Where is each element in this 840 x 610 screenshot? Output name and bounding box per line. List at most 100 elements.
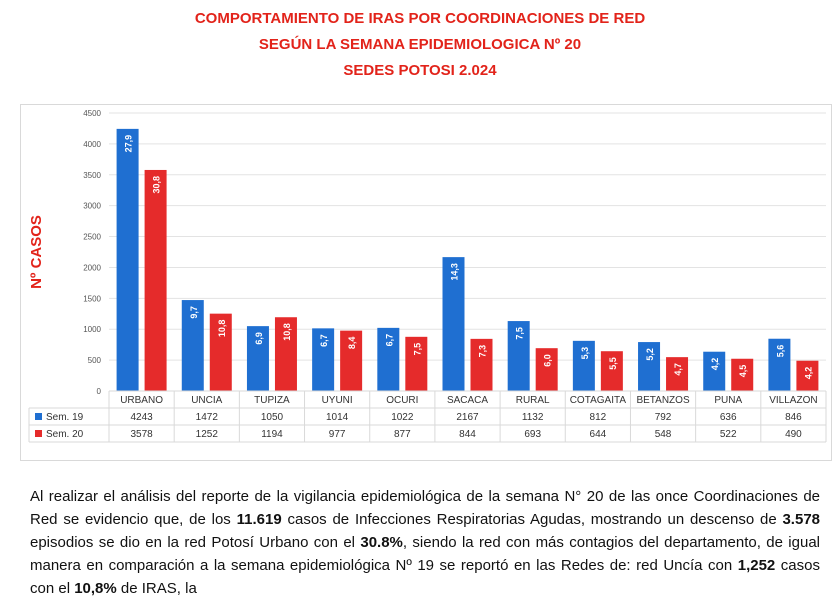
bar-sem20 <box>796 360 819 391</box>
para-text-2: casos de Infecciones Respiratorias Aguda… <box>281 511 783 528</box>
bar-sem19 <box>703 351 726 391</box>
bar-data-label: 6,7 <box>384 334 394 347</box>
x-tick-label: UYUNI <box>322 395 353 406</box>
table-cell: 977 <box>329 429 346 440</box>
bar-data-label: 4,2 <box>710 358 720 371</box>
bar-sem19 <box>507 321 530 391</box>
bar-data-label: 5,5 <box>608 357 618 370</box>
x-tick-label: VILLAZON <box>769 395 817 406</box>
legend-swatch <box>35 413 42 420</box>
y-tick-label: 4000 <box>83 140 101 149</box>
title-line-2: SEGÚN LA SEMANA EPIDEMIOLOGICA Nº 20 <box>258 36 582 53</box>
bar-sem19 <box>768 338 791 391</box>
x-tick-label: OCURI <box>386 395 418 406</box>
bar-data-label: 7,5 <box>412 343 422 356</box>
bar-sem19 <box>116 128 139 391</box>
bar-sem19 <box>442 257 465 391</box>
bar-sem19 <box>312 328 335 391</box>
x-tick-label: RURAL <box>516 395 550 406</box>
bar-data-label: 7,3 <box>478 345 488 358</box>
table-cell: 522 <box>720 429 737 440</box>
bar-sem20 <box>731 358 754 391</box>
bar-chart: 0 500 1000 1500 2000 2500 3000 3500 4000 4500 Nº C… <box>28 109 827 443</box>
table-cell: 846 <box>785 412 802 423</box>
chart-title: COMPORTAMIENTO DE IRAS POR COORDINACIONE… <box>0 6 840 84</box>
bar-sem19 <box>638 342 661 391</box>
bar-data-label: 4,7 <box>673 363 683 376</box>
table-cell: 877 <box>394 429 411 440</box>
title-line-3: SEDES POTOSI 2.024 <box>343 62 497 79</box>
bar-sem20 <box>274 317 297 391</box>
table-cell: 1022 <box>391 412 414 423</box>
para-bold-descent: 3.578 <box>782 511 821 528</box>
bar-sem20 <box>209 313 232 391</box>
bar-sem20 <box>600 351 623 391</box>
y-tick-label: 0 <box>97 387 102 396</box>
bar-data-label: 5,3 <box>580 347 590 360</box>
bar-data-label: 5,6 <box>775 345 785 358</box>
bar-data-label: 9,7 <box>189 306 199 319</box>
bar-sem20 <box>144 169 167 391</box>
analysis-paragraph: Al realizar el análisis del reporte de l… <box>30 485 820 600</box>
bar-data-label: 10,8 <box>282 323 292 341</box>
y-tick-label: 3000 <box>83 202 101 211</box>
bar-data-label: 4,2 <box>803 367 813 380</box>
bar-data-label: 7,5 <box>515 327 525 340</box>
table-cell: 644 <box>590 429 607 440</box>
para-text-3: episodios se dio en la red Potosí Urbano… <box>30 534 361 551</box>
y-tick-label: 500 <box>88 356 102 365</box>
bar-data-label: 27,9 <box>124 135 134 153</box>
table-cell: 693 <box>524 429 541 440</box>
table-cell: 548 <box>655 429 672 440</box>
table-cell: 812 <box>590 412 607 423</box>
y-tick-label: 4500 <box>83 109 101 118</box>
para-text-4: , siendo la red con más contagios del de… <box>30 534 820 574</box>
para-text-1: Al realizar el análisis del reporte de l… <box>30 488 820 528</box>
x-tick-label: SACACA <box>447 395 488 406</box>
table-cell: 1472 <box>196 412 219 423</box>
table-cell: 844 <box>459 429 476 440</box>
y-tick-label: 3500 <box>83 171 101 180</box>
table-cell: 1050 <box>261 412 284 423</box>
bar-data-label: 6,7 <box>319 334 329 347</box>
bar-sem19 <box>572 340 595 391</box>
bar-sem20 <box>535 348 558 391</box>
y-tick-label: 1000 <box>83 325 101 334</box>
bar-sem19 <box>377 327 400 391</box>
bar-sem19 <box>181 300 204 391</box>
bar-sem20 <box>666 357 689 391</box>
legend-label: Sem. 20 <box>46 429 84 440</box>
y-tick-label: 1500 <box>83 294 101 303</box>
table-cell: 1252 <box>196 429 219 440</box>
table-cell: 1194 <box>261 429 283 440</box>
x-tick-label: BETANZOS <box>636 395 689 406</box>
x-tick-label: TUPIZA <box>254 395 290 406</box>
bar-data-label: 6,0 <box>543 354 553 367</box>
table-cell: 2167 <box>456 412 479 423</box>
para-bold-total: 11.619 <box>236 511 282 528</box>
bar-sem20 <box>405 336 428 391</box>
para-text-5: casos con el <box>30 557 820 597</box>
bar-data-label: 6,9 <box>254 332 264 345</box>
table-cell: 1014 <box>326 412 349 423</box>
table-cell: 4243 <box>130 412 153 423</box>
chart-frame: 0 500 1000 1500 2000 2500 3000 3500 4000 4500 Nº C… <box>20 104 832 461</box>
bar-data-label: 14,3 <box>450 263 460 281</box>
bar-sem19 <box>246 326 269 391</box>
x-tick-label: PUNA <box>714 395 742 406</box>
y-tick-label: 2500 <box>83 233 101 242</box>
para-bold-urbano-pct: 30.8% <box>360 534 403 551</box>
bar-data-label: 8,4 <box>347 337 357 350</box>
table-cell: 490 <box>785 429 802 440</box>
bar-sem20 <box>470 338 493 391</box>
para-bold-uncia-pct: 10,8% <box>74 580 117 597</box>
bar-data-label: 4,5 <box>738 365 748 378</box>
y-tick-label: 2000 <box>83 263 101 272</box>
x-tick-label: COTAGAITA <box>570 395 627 406</box>
table-cell: 3578 <box>130 429 153 440</box>
y-axis-label: Nº CASOS <box>28 215 45 289</box>
bar-sem20 <box>340 330 363 391</box>
table-cell: 1132 <box>522 412 544 423</box>
title-line-1: COMPORTAMIENTO DE IRAS POR COORDINACIONE… <box>194 10 646 27</box>
legend-swatch <box>35 430 42 437</box>
